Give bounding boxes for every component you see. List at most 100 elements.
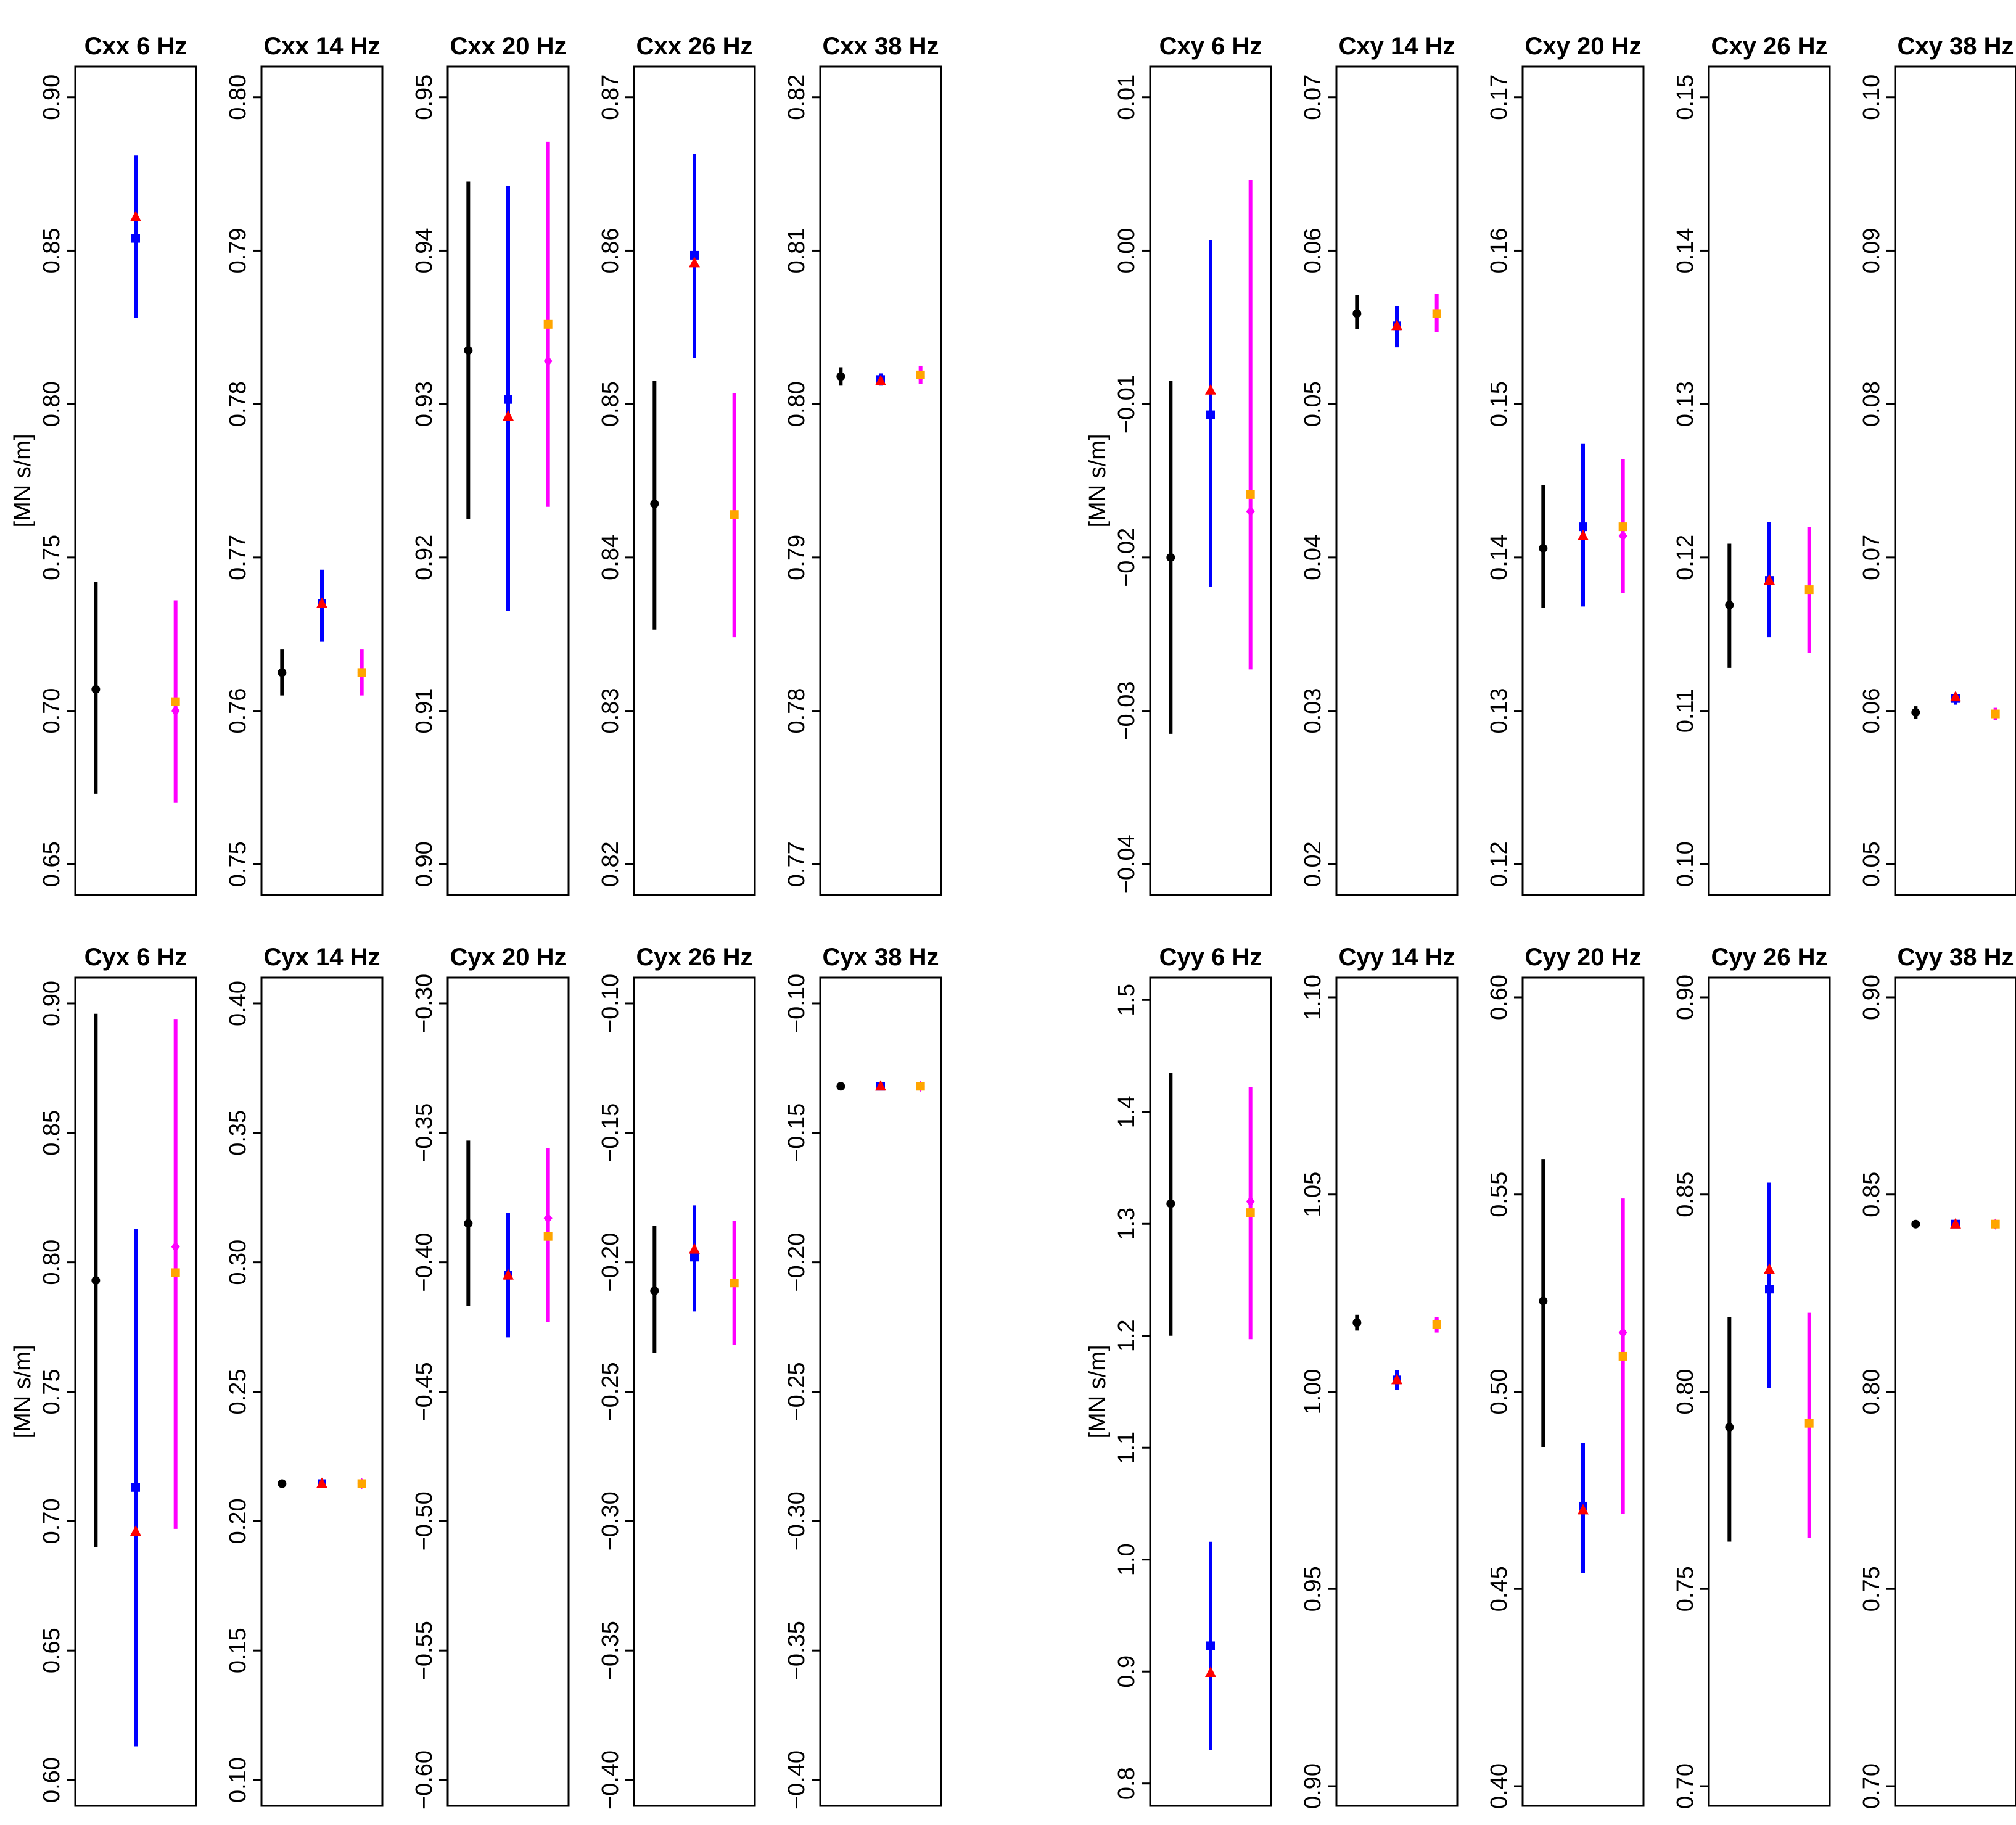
point-s1 <box>1539 543 1548 553</box>
y-tick-label: −0.15 <box>598 1103 623 1163</box>
point-s2-alt <box>1391 1374 1402 1385</box>
point-s2 <box>504 395 512 404</box>
y-tick-label: −0.25 <box>784 1362 810 1421</box>
point-s2 <box>1765 1285 1774 1294</box>
panel-13: Cyx 26 Hz −0.40 −0.35 −0.30 −0.25 −0.20 −0.15 −… <box>598 944 756 1810</box>
panel-title: Cxy 14 Hz <box>1339 33 1455 60</box>
panel-2: Cxx 20 Hz 0.90 0.91 0.92 0.93 0.94 0.95 <box>411 33 570 896</box>
y-tick-label: 0.85 <box>598 381 623 427</box>
y-tick-label: −0.40 <box>784 1750 810 1810</box>
point-s3 <box>916 1082 925 1091</box>
y-tick-label: 0.78 <box>784 688 810 734</box>
y-tick-label: 0.03 <box>1300 688 1326 734</box>
y-tick-label: 1.2 <box>1114 1319 1140 1352</box>
point-s2-alt <box>875 1080 886 1091</box>
panel-title: Cxy 6 Hz <box>1159 33 1262 60</box>
y-tick-label: 0.65 <box>39 1628 65 1673</box>
panel-frame <box>819 976 942 1807</box>
y-tick-label: 0.01 <box>1114 75 1140 120</box>
y-tick-label: 0.35 <box>225 1110 251 1156</box>
point-s1 <box>650 1286 659 1295</box>
point-s2-alt <box>1950 691 1961 702</box>
panel-title: Cyx 38 Hz <box>823 944 939 971</box>
point-s3-alt <box>1618 1327 1627 1338</box>
y-tick-label: 0.14 <box>1486 535 1512 580</box>
point-s2-alt <box>1578 530 1589 541</box>
y-tick-label: 0.40 <box>225 981 251 1026</box>
y-tick-label: 0.9 <box>1114 1655 1140 1688</box>
y-tick-label: 0.15 <box>1672 75 1698 120</box>
panel-title: Cyy 20 Hz <box>1525 944 1642 971</box>
point-s2-alt <box>1391 319 1402 331</box>
point-s3-alt <box>171 1241 180 1253</box>
panel-10: Cyx 6 Hz 0.60 0.65 0.70 0.75 0.80 0.85 0.90 [MN … <box>10 944 197 1807</box>
panel-0: Cxx 6 Hz 0.65 0.70 0.75 0.80 0.85 0.90 [MN s/m] <box>10 33 197 896</box>
y-tick-label: 0.70 <box>1672 1763 1698 1809</box>
point-s3-alt <box>543 355 553 367</box>
y-tick-label: −0.35 <box>784 1621 810 1680</box>
y-tick-label: 0.30 <box>225 1240 251 1285</box>
point-s1 <box>278 1479 287 1488</box>
y-tick-label: −0.01 <box>1114 374 1140 434</box>
y-tick-label: 0.75 <box>1859 1566 1885 1612</box>
point-s3-alt <box>1618 530 1627 542</box>
point-s2-alt <box>316 1477 327 1488</box>
point-s2-alt <box>1578 1504 1589 1515</box>
y-tick-label: 0.16 <box>1486 228 1512 273</box>
point-s2-alt <box>503 1269 514 1280</box>
point-s3 <box>1246 490 1255 499</box>
point-s2-alt <box>1764 1263 1775 1274</box>
point-s3-alt <box>1246 506 1255 517</box>
y-tick-label: 0.77 <box>784 841 810 887</box>
y-tick-label: 0.06 <box>1300 228 1326 273</box>
point-s1 <box>464 346 473 355</box>
point-s2-alt <box>1764 574 1775 585</box>
y-tick-label: 0.78 <box>225 381 251 427</box>
panel-title: Cyx 6 Hz <box>84 944 187 971</box>
y-tick-label: 0.50 <box>1486 1369 1512 1415</box>
y-tick-label: 0.90 <box>1859 974 1885 1020</box>
panel-11: Cyx 14 Hz 0.10 0.15 0.20 0.25 0.30 0.35 0.40 <box>225 944 384 1807</box>
y-tick-label: 0.79 <box>225 228 251 273</box>
point-s1 <box>836 372 845 381</box>
panel-title: Cxx 20 Hz <box>450 33 567 60</box>
y-tick-label: 0.10 <box>225 1757 251 1803</box>
y-tick-label: 0.86 <box>598 228 623 273</box>
point-s3 <box>730 510 739 519</box>
y-tick-label: 0.25 <box>225 1369 251 1415</box>
point-s2-alt <box>1205 1666 1216 1678</box>
y-tick-label: 0.80 <box>225 75 251 120</box>
point-s3 <box>1804 585 1814 595</box>
point-s3 <box>1618 1351 1627 1361</box>
y-tick-label: 0.10 <box>1859 75 1885 120</box>
y-tick-label: 0.85 <box>1859 1172 1885 1217</box>
y-axis-label: [MN s/m] <box>10 434 36 528</box>
panel-title: Cyx 26 Hz <box>636 944 753 971</box>
y-tick-label: −0.03 <box>1114 681 1140 740</box>
point-s1 <box>1352 309 1362 318</box>
point-s1 <box>91 1276 101 1285</box>
point-s2 <box>690 250 699 260</box>
y-tick-label: −0.55 <box>411 1621 437 1680</box>
point-s1 <box>836 1082 845 1091</box>
y-tick-label: 0.70 <box>1859 1763 1885 1809</box>
point-s1 <box>1725 1423 1734 1432</box>
y-tick-label: 0.80 <box>1672 1369 1698 1415</box>
y-tick-label: 0.10 <box>1672 841 1698 887</box>
y-tick-label: −0.50 <box>411 1491 437 1551</box>
y-tick-label: 0.84 <box>598 535 623 580</box>
y-tick-label: 0.87 <box>598 75 623 120</box>
panel-frame <box>633 976 756 1807</box>
panel-frame <box>819 65 942 896</box>
y-tick-label: −0.35 <box>411 1103 437 1163</box>
y-tick-label: 1.05 <box>1300 1172 1326 1217</box>
point-s2 <box>131 234 140 243</box>
y-tick-label: −0.30 <box>784 1491 810 1551</box>
panel-frame <box>1149 65 1272 896</box>
point-s3 <box>1432 309 1441 318</box>
y-tick-label: −0.60 <box>411 1750 437 1810</box>
panel-frame <box>1149 976 1272 1807</box>
y-tick-label: 0.15 <box>1486 381 1512 427</box>
y-tick-label: 0.76 <box>225 688 251 734</box>
